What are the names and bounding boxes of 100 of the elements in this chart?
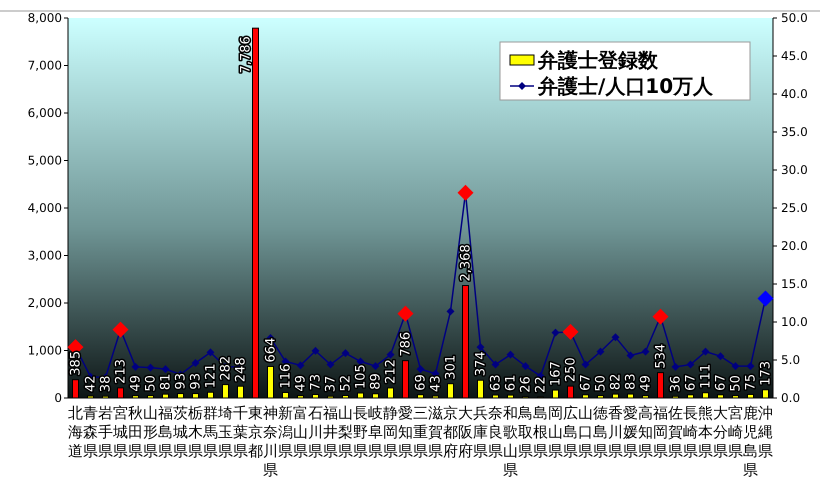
y2-tick-label: 5.0 (781, 353, 800, 367)
point (716, 352, 724, 360)
data-label: 22 (534, 376, 548, 393)
data-label: 69 (414, 374, 428, 391)
x-tick-label: 新潟県 (278, 404, 293, 460)
data-label: 83 (624, 374, 638, 390)
point (642, 348, 650, 356)
x-tick-label: 岐阜県 (368, 404, 383, 460)
x-tick-label: 秋田県 (128, 404, 143, 460)
point (386, 350, 394, 359)
x-tick-label: 神奈川県 (263, 404, 278, 479)
y2-tick-label: 10.0 (781, 315, 808, 329)
data-label: 50 (594, 375, 608, 392)
x-tick-label: 群馬県 (202, 404, 218, 460)
x-tick-label: 長野県 (353, 404, 368, 460)
point (746, 362, 754, 370)
legend-label: 弁護士登録数 (537, 48, 659, 72)
data-label: 75 (744, 374, 758, 390)
data-label: 173 (758, 360, 774, 386)
point (732, 362, 740, 370)
data-label: 213 (114, 359, 128, 384)
point (552, 328, 560, 337)
data-label: 26 (518, 376, 534, 393)
point (206, 348, 214, 356)
x-tick-label: 宮城県 (112, 404, 128, 460)
y2-tick-label: 25.0 (781, 201, 808, 215)
x-tick-label: 熊本県 (698, 404, 713, 460)
data-label: 73 (308, 374, 324, 391)
x-tick-label: 北海道 (68, 404, 83, 460)
x-tick-label: 大分県 (713, 404, 728, 460)
data-label: 52 (338, 374, 354, 392)
data-label: 2,368 (458, 244, 474, 282)
data-label: 61 (504, 374, 518, 392)
data-label: 93 (188, 373, 204, 390)
data-label: 385 (68, 350, 84, 376)
x-tick-label: 兵庫県 (473, 404, 488, 460)
y-tick-label: 5,000 (28, 154, 62, 168)
x-tick-label: 山梨県 (338, 404, 353, 460)
data-label: 664 (264, 338, 278, 362)
x-tick-label: 鳥取県 (517, 404, 533, 460)
data-label: 212 (384, 359, 398, 384)
data-label: 63 (488, 374, 504, 392)
point (506, 350, 514, 359)
y-tick-label: 7,000 (28, 58, 62, 72)
data-label: 250 (564, 357, 578, 382)
point (162, 365, 170, 374)
data-label: 121 (204, 363, 218, 388)
point (342, 349, 350, 358)
data-label: 248 (234, 357, 248, 382)
x-tick-label: 沖縄県 (757, 404, 773, 460)
x-tick-label: 広島県 (563, 404, 578, 460)
data-label: 50 (728, 375, 744, 392)
point (192, 359, 200, 368)
data-label: 82 (608, 374, 624, 390)
point (446, 307, 454, 316)
x-tick-label: 山口県 (578, 404, 593, 460)
data-label: 111 (698, 364, 714, 389)
y-tick-label: 6,000 (28, 106, 62, 120)
point (686, 360, 694, 369)
x-tick-label: 岩手県 (98, 404, 113, 460)
data-label: 81 (158, 374, 174, 390)
x-tick-label: 香川県 (608, 404, 623, 460)
x-tick-label: 愛知県 (398, 404, 413, 460)
y2-tick-label: 30.0 (781, 163, 808, 177)
y-tick-label: 4,000 (28, 201, 62, 215)
x-tick-label: 宮崎県 (728, 404, 743, 460)
data-label: 167 (548, 361, 564, 386)
data-label: 43 (428, 375, 444, 392)
y2-tick-label: 20.0 (781, 239, 808, 253)
x-tick-label: 千葉県 (233, 404, 248, 460)
x-tick-label: 大阪府 (458, 404, 473, 460)
x-tick-label: 佐賀県 (668, 404, 683, 460)
data-label: 49 (294, 375, 308, 392)
point (672, 362, 680, 371)
data-label: 7,786 (238, 36, 254, 74)
point (146, 364, 154, 372)
x-tick-label: 滋賀県 (428, 404, 443, 460)
x-tick-label: 静岡県 (383, 404, 398, 460)
data-label: 374 (474, 351, 488, 376)
x-tick-label: 岡山県 (548, 404, 563, 460)
point (522, 362, 530, 370)
point (372, 362, 380, 370)
point (492, 360, 500, 369)
x-tick-label: 高知県 (638, 404, 653, 460)
y-tick-label: 0 (54, 391, 62, 405)
y-tick-label: 8,000 (28, 11, 62, 25)
x-tick-label: 石川県 (308, 404, 323, 460)
data-label: 105 (354, 364, 368, 390)
data-label: 116 (278, 364, 294, 388)
data-label: 49 (638, 375, 654, 392)
data-label: 36 (668, 376, 684, 392)
y2-tick-label: 35.0 (781, 125, 808, 139)
x-tick-label: 山形県 (143, 404, 158, 460)
data-label: 301 (444, 354, 458, 380)
data-label: 282 (218, 356, 234, 381)
x-tick-label: 和歌山県 (503, 404, 518, 479)
point (296, 361, 304, 370)
y2-tick-label: 40.0 (781, 87, 808, 101)
x-tick-label: 奈良県 (488, 404, 503, 460)
data-label: 93 (174, 373, 188, 390)
